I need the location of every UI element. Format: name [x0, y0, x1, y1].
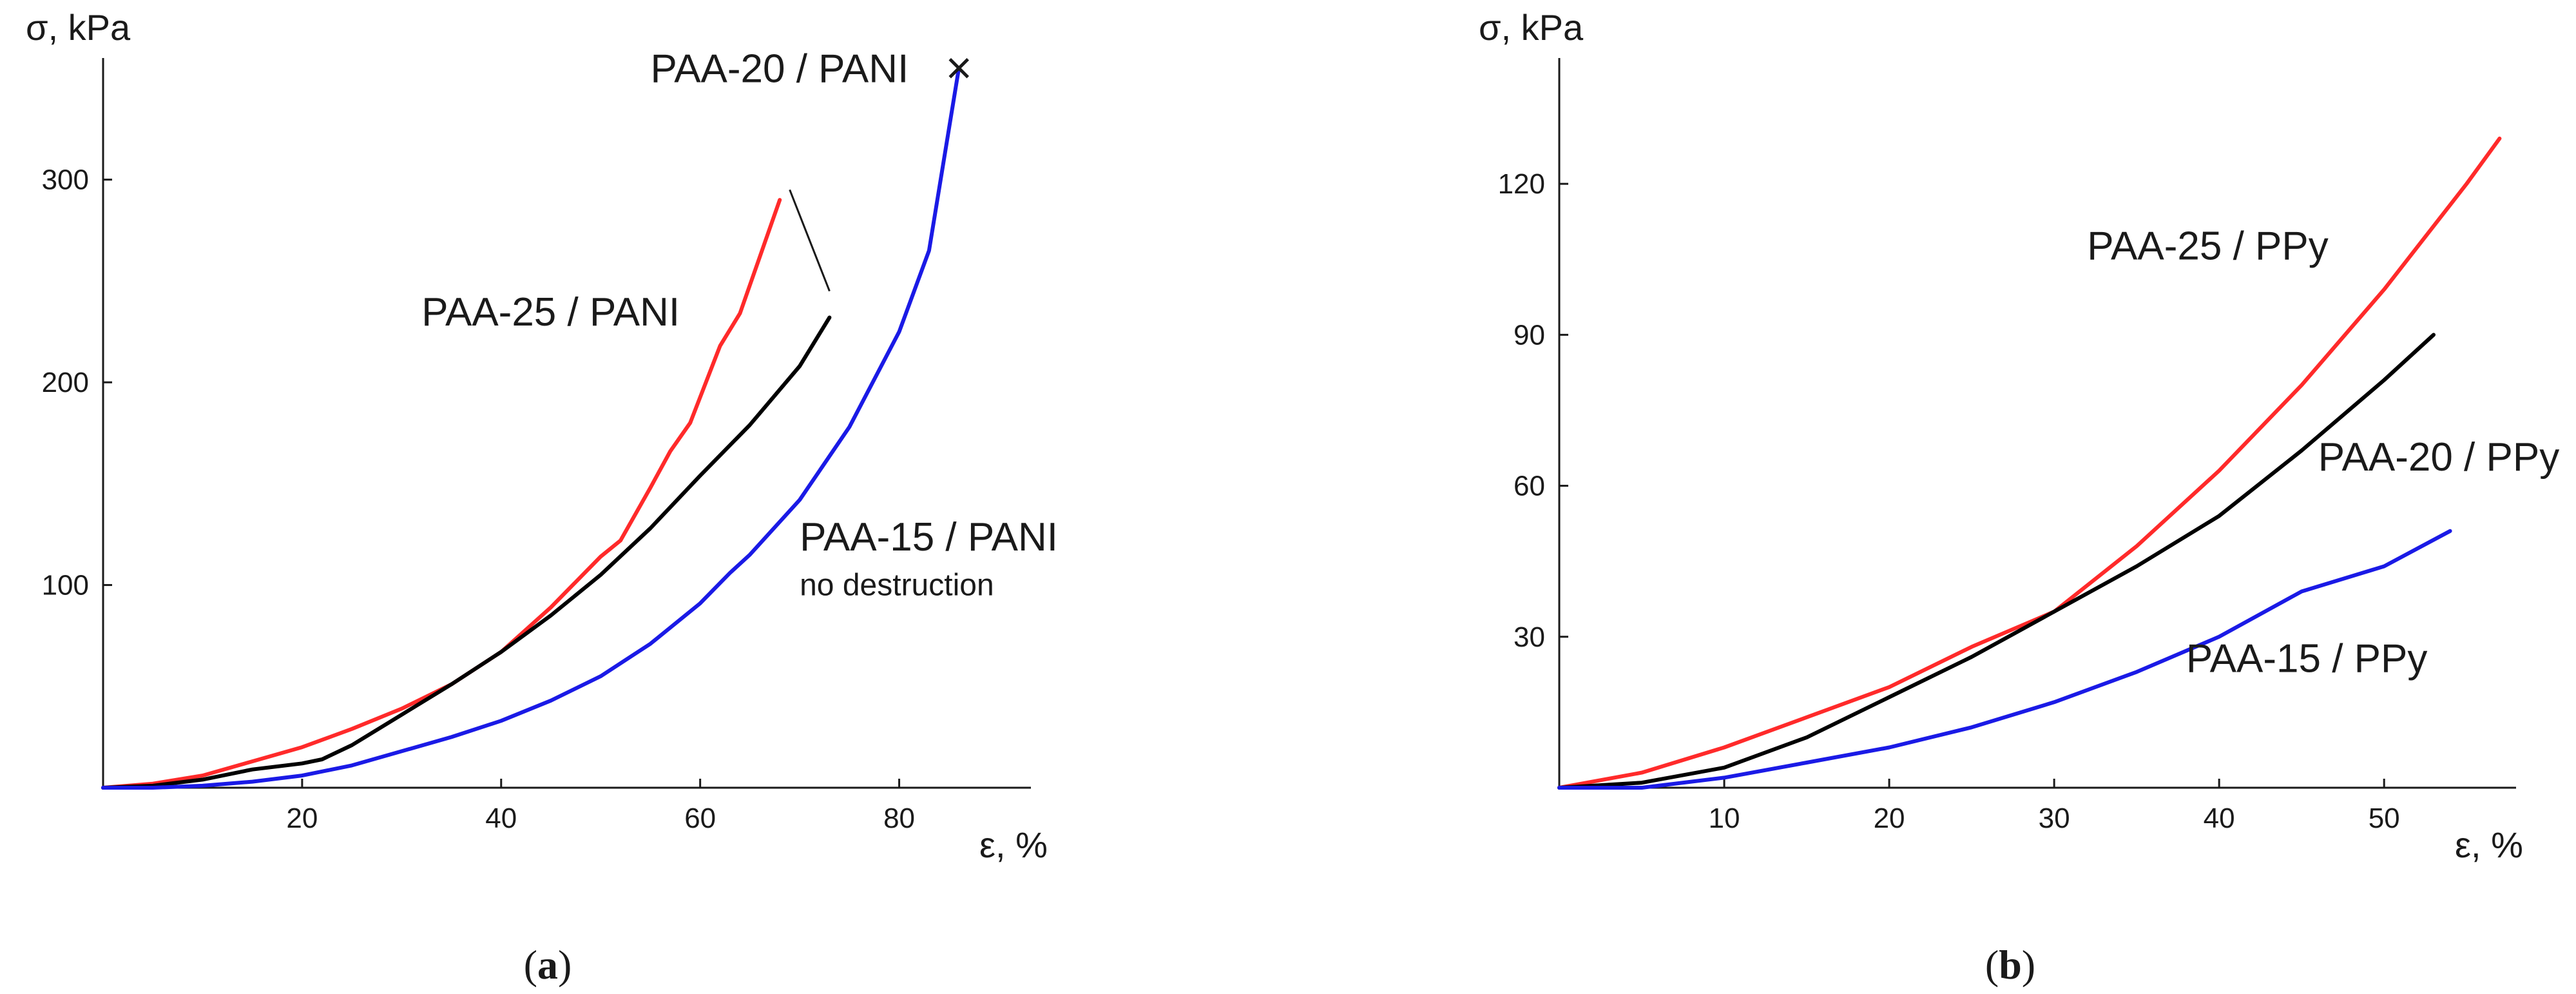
- panel-b-x-tick-label-20: 20: [1874, 803, 1905, 834]
- panel-a-label: (a): [524, 942, 572, 988]
- panel-a-annotation-paa-15-pani: no destruction: [800, 568, 994, 602]
- panel-a-label-open: (: [524, 942, 537, 988]
- panel-a-y-axis-title: σ, kPa: [26, 7, 131, 48]
- panel-b-y-tick-label-60: 60: [1514, 471, 1545, 502]
- panel-a-line-paa-15-pani: [101, 66, 961, 790]
- panel-b-y-tick-label-90: 90: [1514, 319, 1545, 351]
- panel-a-x-tick-label-60: 60: [684, 803, 716, 834]
- panel-a-y-tick-label-100: 100: [42, 570, 89, 601]
- panel-a-y-tick-label-200: 200: [42, 367, 89, 398]
- panel-b-y-axis-title: σ, kPa: [1479, 7, 1584, 48]
- panel-a-x-tick-label-80: 80: [883, 803, 915, 834]
- panel-a-x-tick-label-40: 40: [485, 803, 517, 834]
- panel-a-line-paa-25-pani: [101, 198, 782, 790]
- panel-a-ticks: 20 40 60 80 100 200 300: [42, 164, 915, 834]
- panel-b-series: [1557, 136, 2502, 790]
- panel-a-y-tick-label-300: 300: [42, 164, 89, 196]
- panel-a-label-paa-25-pani: PAA-25 / PANI: [421, 290, 680, 335]
- panel-b-label: (b): [1985, 942, 2035, 988]
- panel-b-x-axis-title: ε, %: [2455, 824, 2523, 865]
- panel-a-label-letter: a: [537, 942, 558, 988]
- panel-a-series: [101, 66, 961, 790]
- panel-b-x-tick-label-10: 10: [1709, 803, 1740, 834]
- panel-b-label-paa-20-ppy: PAA-20 / PPy: [2318, 435, 2559, 480]
- panel-a-series-labels: PAA-25 / PANI PAA-20 / PANI PAA-15 / PANI n…: [421, 47, 1058, 603]
- panel-a-failure-marker: [948, 57, 969, 79]
- panel-a-label-close: ): [558, 942, 572, 988]
- panel-a-line-paa-20-pani: [101, 315, 832, 790]
- panel-b-ticks: 10 20 30 40 50 30 60 90 120: [1498, 168, 2400, 834]
- panel-b-label-paa-25-ppy: PAA-25 / PPy: [2087, 224, 2328, 268]
- panel-b-series-labels: PAA-25 / PPy PAA-20 / PPy PAA-15 / PPy: [2087, 224, 2559, 681]
- panel-b-label-letter: b: [1999, 942, 2022, 988]
- panel-b-x-tick-label-40: 40: [2204, 803, 2235, 834]
- panel-b-x-tick-label-30: 30: [2039, 803, 2070, 834]
- panel-b-line-paa-15-ppy: [1557, 529, 2452, 790]
- panel-a-label-paa-15-pani: PAA-15 / PANI: [800, 515, 1058, 560]
- panel-a-x-tick-label-20: 20: [286, 803, 318, 834]
- panel-a-x-axis-title: ε, %: [979, 824, 1048, 865]
- panel-b-y-tick-label-30: 30: [1514, 621, 1545, 653]
- panel-b-y-tick-label-120: 120: [1498, 168, 1545, 200]
- panel-a-label-paa-20-pani: PAA-20 / PANI: [650, 47, 908, 92]
- panel-b-x-tick-label-50: 50: [2369, 803, 2400, 834]
- panel-b-label-open: (: [1985, 942, 1999, 988]
- panel-a-leader-line: [789, 189, 831, 292]
- panel-a-chart: σ, kPa ε, % 20 40 60 80 100 200 300 PAA-25 / P…: [26, 7, 1058, 988]
- panel-b-label-paa-15-ppy: PAA-15 / PPy: [2186, 636, 2427, 681]
- panel-b-line-paa-20-ppy: [1557, 333, 2436, 790]
- panel-b-chart: σ, kPa ε, % 10 20 30 40 50 30 60 90 120 PAA-25 /…: [1479, 7, 2559, 988]
- panel-b-label-close: ): [2022, 942, 2035, 988]
